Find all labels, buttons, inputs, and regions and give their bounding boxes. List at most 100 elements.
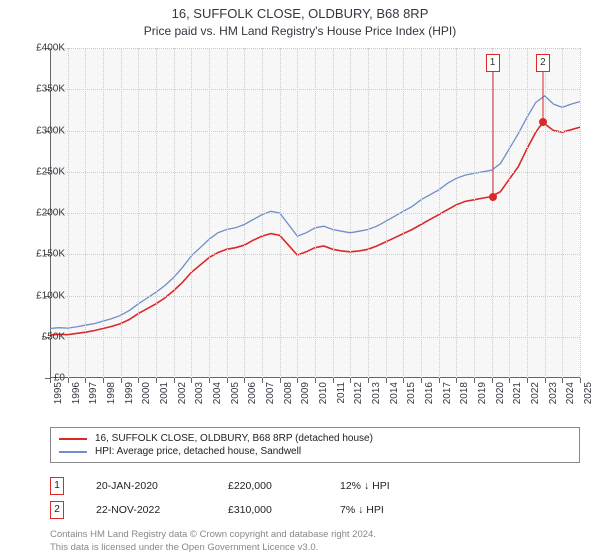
tick-x [315, 378, 316, 383]
tick-x [156, 378, 157, 383]
tick-x [280, 378, 281, 383]
y-axis-label: £250K [36, 166, 65, 177]
chart-title-address: 16, SUFFOLK CLOSE, OLDBURY, B68 8RP [0, 0, 600, 21]
tick-x [209, 378, 210, 383]
gridline-v [121, 48, 122, 378]
tick-x [527, 378, 528, 383]
tick-x [545, 378, 546, 383]
x-axis-label: 1995 [53, 382, 64, 404]
plot-area: 12 [50, 48, 580, 378]
x-axis-label: 2009 [300, 382, 311, 404]
tick-x [580, 378, 581, 383]
sale-delta: 7% ↓ HPI [340, 504, 430, 516]
sale-row-flag: 2 [50, 501, 64, 519]
x-axis-label: 2004 [212, 382, 223, 404]
tick-x [262, 378, 263, 383]
x-axis-label: 1996 [71, 382, 82, 404]
tick-x [138, 378, 139, 383]
x-axis-label: 2023 [548, 382, 559, 404]
y-axis-label: £200K [36, 208, 65, 219]
tick-x [456, 378, 457, 383]
chart-container: { "title_line1": "16, SUFFOLK CLOSE, OLD… [0, 0, 600, 560]
sale-flag-stem [492, 72, 493, 197]
sale-date: 22-NOV-2022 [96, 504, 196, 516]
y-axis-label: £150K [36, 249, 65, 260]
sale-flag-stem [542, 72, 543, 122]
gridline-v [262, 48, 263, 378]
footer-line1: Contains HM Land Registry data © Crown c… [50, 529, 580, 541]
x-axis-label: 2025 [583, 382, 594, 404]
gridline-v [456, 48, 457, 378]
gridline-v [562, 48, 563, 378]
sale-row: 120-JAN-2020£220,00012% ↓ HPI [50, 474, 580, 498]
gridline-v [103, 48, 104, 378]
gridline-v [474, 48, 475, 378]
legend-swatch [59, 451, 87, 453]
tick-x [121, 378, 122, 383]
tick-x [103, 378, 104, 383]
x-axis-label: 2006 [247, 382, 258, 404]
x-axis-label: 2007 [265, 382, 276, 404]
x-axis-label: 2010 [318, 382, 329, 404]
tick-x [403, 378, 404, 383]
sale-date: 20-JAN-2020 [96, 480, 196, 492]
sale-flag: 2 [536, 54, 550, 72]
tick-x [174, 378, 175, 383]
tick-x [244, 378, 245, 383]
y-axis-label: £100K [36, 290, 65, 301]
x-axis-label: 2014 [389, 382, 400, 404]
gridline-v [527, 48, 528, 378]
x-axis-label: 2008 [283, 382, 294, 404]
sale-row: 2 22-NOV-2022 £310,000 7% ↓ HPI [50, 498, 580, 522]
legend-label: 16, SUFFOLK CLOSE, OLDBURY, B68 8RP (det… [95, 433, 373, 444]
tick-x [85, 378, 86, 383]
gridline-v [509, 48, 510, 378]
gridline-v [227, 48, 228, 378]
x-axis-label: 1997 [88, 382, 99, 404]
gridline-v [244, 48, 245, 378]
x-axis-label: 2021 [512, 382, 523, 404]
tick-x [421, 378, 422, 383]
x-axis-label: 2002 [177, 382, 188, 404]
gridline-v [156, 48, 157, 378]
y-axis-label: £400K [36, 43, 65, 54]
tick-x [509, 378, 510, 383]
tick-x [492, 378, 493, 383]
gridline-v [386, 48, 387, 378]
x-axis-label: 2018 [459, 382, 470, 404]
gridline-v [174, 48, 175, 378]
tick-x [386, 378, 387, 383]
x-axis-label: 2020 [495, 382, 506, 404]
x-axis-label: 2013 [371, 382, 382, 404]
gridline-v [68, 48, 69, 378]
footer-line2: This data is licensed under the Open Gov… [50, 542, 580, 554]
gridline-v [315, 48, 316, 378]
tick-x [439, 378, 440, 383]
gridline-v [421, 48, 422, 378]
x-axis-label: 2019 [477, 382, 488, 404]
x-axis-label: 2015 [406, 382, 417, 404]
sale-flag: 1 [486, 54, 500, 72]
x-axis-label: 2011 [336, 382, 347, 404]
tick-x [333, 378, 334, 383]
sale-price: £310,000 [228, 504, 308, 516]
gridline-v [545, 48, 546, 378]
tick-x [68, 378, 69, 383]
y-axis-label: £350K [36, 84, 65, 95]
x-axis-label: 2022 [530, 382, 541, 404]
tick-x [50, 378, 51, 383]
gridline-v [403, 48, 404, 378]
sale-delta: 12% ↓ HPI [340, 480, 430, 492]
gridline-v [333, 48, 334, 378]
tick-x [474, 378, 475, 383]
x-axis-label: 2012 [353, 382, 364, 404]
tick-x [191, 378, 192, 383]
tick-x [297, 378, 298, 383]
x-axis-label: 2016 [424, 382, 435, 404]
gridline-v [85, 48, 86, 378]
y-axis-label: £300K [36, 125, 65, 136]
gridline-v [191, 48, 192, 378]
sale-row-flag: 1 [50, 477, 64, 495]
tick-x [368, 378, 369, 383]
gridline-v [138, 48, 139, 378]
